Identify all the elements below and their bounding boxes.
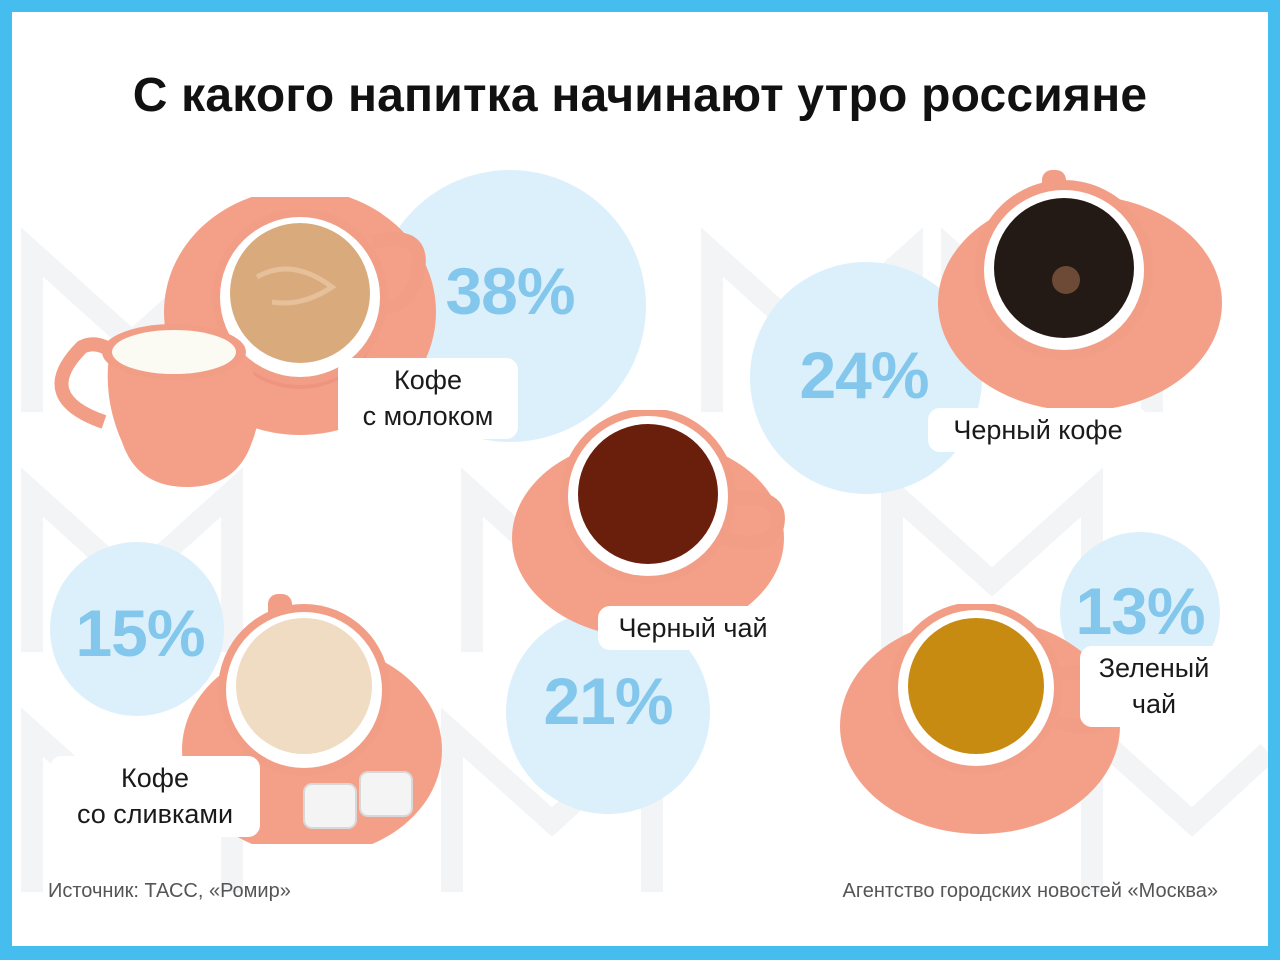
value-black-tea: 21% (543, 664, 673, 738)
value-black-coffee: 24% (799, 338, 929, 412)
label-black-tea-line1: Черный чай (618, 613, 768, 643)
label-green-tea: Зеленый чай (1080, 646, 1228, 727)
label-coffee-cream-line1: Кофе (121, 763, 189, 793)
agency-credit: Агентство городских новостей «Москва» (842, 880, 1218, 902)
bubble-coffee-cream (50, 542, 224, 716)
coffee-milk-illustration (54, 197, 436, 487)
label-green-tea-line2: чай (1131, 689, 1177, 720)
label-coffee-milk-line1: Кофе (394, 365, 462, 395)
source-note: Источник: ТАСС, «Ромир» (48, 880, 291, 902)
value-green-tea: 13% (1075, 574, 1205, 648)
green-tea-illustration (840, 604, 1122, 834)
value-coffee-milk: 38% (445, 254, 575, 328)
label-coffee-milk: Кофе с молоком (338, 358, 518, 439)
label-coffee-cream-line2: со сливками (76, 799, 234, 830)
infographic-frame: С какого напитка начинают утро россияне … (12, 12, 1268, 946)
chart-title: С какого напитка начинают утро россияне (132, 69, 1148, 122)
label-black-tea: Черный чай (598, 606, 788, 651)
label-green-tea-line1: Зеленый (1098, 653, 1210, 683)
value-coffee-cream: 15% (75, 596, 205, 670)
black-coffee-illustration (938, 170, 1222, 411)
black-tea-illustration (512, 410, 785, 638)
label-black-coffee: Черный кофе (928, 408, 1148, 453)
label-coffee-cream: Кофе со сливками (50, 756, 260, 837)
label-black-coffee-line1: Черный кофе (953, 415, 1123, 445)
label-coffee-milk-line2: с молоком (362, 401, 494, 432)
